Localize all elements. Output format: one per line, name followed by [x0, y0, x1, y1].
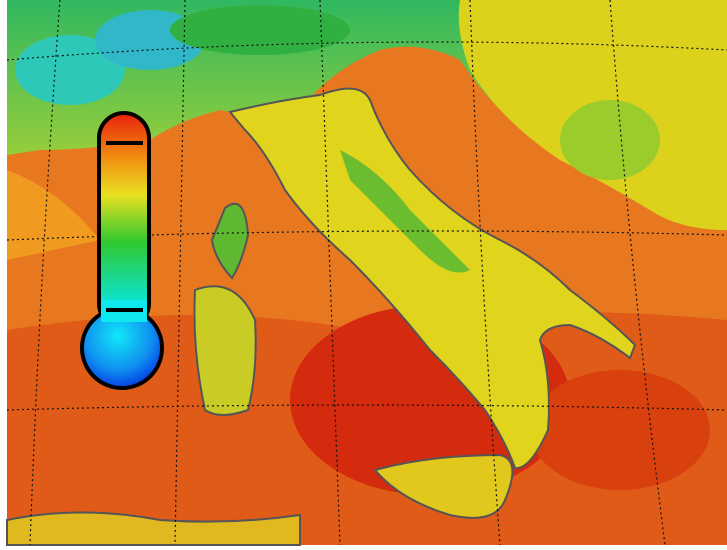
graticule: [6, 0, 727, 546]
land-sardinia: [193, 285, 257, 416]
thermometer-icon: [80, 111, 164, 390]
grid-line: [469, 0, 501, 546]
sea-hot: [530, 370, 710, 490]
land-corsica: [210, 202, 250, 280]
land-italy: [228, 87, 637, 470]
grid-line: [319, 0, 341, 546]
grid-line: [29, 0, 61, 546]
land-sicily: [373, 453, 514, 519]
sea-mild: [7, 170, 100, 260]
grid-line: [6, 41, 727, 61]
land-apennines: [340, 150, 470, 273]
grid-line: [174, 0, 186, 546]
land-cold: [15, 35, 125, 105]
map-area: [6, 0, 727, 546]
land-africa: [6, 511, 301, 546]
land-relief: [560, 100, 660, 180]
grid-line: [609, 0, 666, 546]
thermometer-tube: [97, 111, 151, 330]
grid-line: [6, 404, 727, 411]
land-relief: [170, 5, 350, 55]
